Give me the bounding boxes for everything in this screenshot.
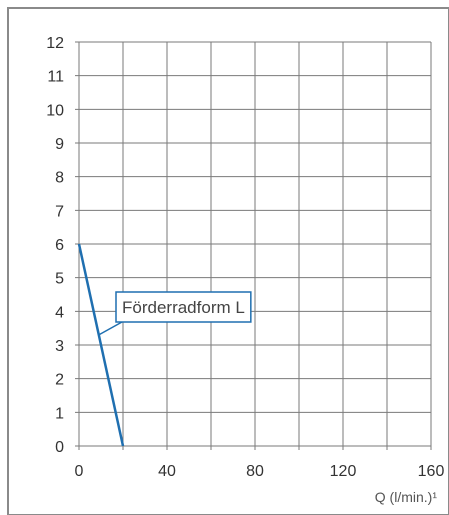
x-tick-label: 0: [75, 463, 84, 480]
x-tick-label: 40: [158, 463, 176, 480]
y-tick-label: 4: [55, 304, 64, 321]
y-tick-label: 8: [55, 170, 64, 187]
x-axis-title: Q (l/min.)¹: [375, 489, 438, 505]
y-tick-label: 10: [46, 102, 64, 119]
series-layer: [77, 243, 125, 447]
annotation-box: [115, 291, 252, 323]
x-tick-label: 120: [330, 463, 357, 480]
y-tick-label: 7: [55, 203, 64, 220]
y-tick-label: 1: [55, 405, 64, 422]
series-line: [77, 243, 125, 447]
y-tick-label: 9: [55, 136, 64, 153]
y-tick-label: 12: [46, 35, 64, 52]
y-tick-label: 0: [55, 439, 64, 456]
y-tick-label: 6: [55, 237, 64, 254]
annotation-leader: [98, 321, 123, 336]
x-tick-label: 80: [246, 463, 264, 480]
chart-frame: [7, 7, 449, 515]
y-tick-label: 2: [55, 372, 64, 389]
x-tick-label: 160: [418, 463, 445, 480]
annotation: Förderradform L: [98, 291, 252, 336]
annotation-label: Förderradform L: [122, 298, 245, 317]
y-tick-label: 3: [55, 338, 64, 355]
y-tick-label: 5: [55, 271, 64, 288]
y-tick-label: 11: [47, 69, 64, 86]
